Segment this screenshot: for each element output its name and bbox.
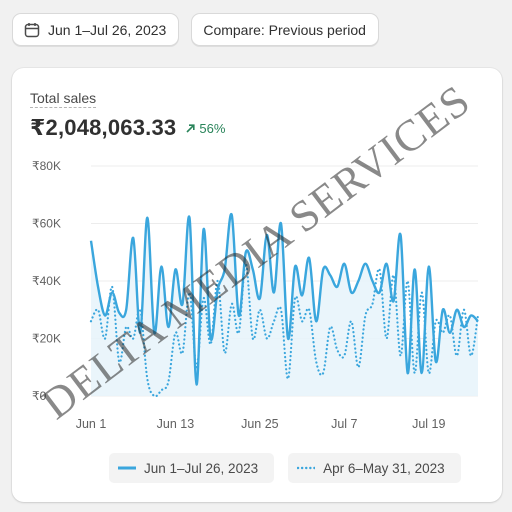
metric-value: ₹2,048,063.33 bbox=[30, 115, 177, 140]
x-tick-label: Jun 25 bbox=[241, 417, 279, 431]
solid-line-swatch bbox=[118, 466, 136, 470]
metric-title[interactable]: Total sales bbox=[30, 90, 97, 108]
sales-line-chart: ₹0 ₹20K ₹40K ₹60K ₹80K Jun 1 Jun 13 Jun 25 Jul 7… bbox=[32, 159, 480, 431]
legend-label-current: Jun 1–Jul 26, 2023 bbox=[144, 460, 259, 476]
previous-series-line bbox=[89, 262, 480, 398]
dotted-line-swatch bbox=[297, 466, 316, 470]
compare-label: Compare: Previous period bbox=[203, 21, 366, 38]
current-series-line bbox=[89, 213, 479, 386]
metric-change-badge: 56% bbox=[186, 121, 225, 136]
legend-item-current[interactable]: Jun 1–Jul 26, 2023 bbox=[109, 453, 275, 483]
y-tick-label: ₹0 bbox=[32, 389, 47, 403]
date-range-label: Jun 1–Jul 26, 2023 bbox=[48, 21, 167, 38]
toolbar: Jun 1–Jul 26, 2023 Compare: Previous per… bbox=[12, 13, 379, 46]
metric-change-value: 56% bbox=[199, 120, 226, 136]
legend-label-previous: Apr 6–May 31, 2023 bbox=[323, 460, 445, 476]
y-tick-label: ₹40K bbox=[32, 274, 61, 288]
sales-card: Total sales ₹2,048,063.33 56% ₹0 ₹20K ₹40K… bbox=[12, 68, 502, 502]
chart-legend: Jun 1–Jul 26, 2023 Apr 6–May 31, 2023 bbox=[109, 453, 461, 483]
x-tick-label: Jun 13 bbox=[157, 417, 195, 431]
x-tick-label: Jul 7 bbox=[331, 417, 357, 431]
metric-row: ₹2,048,063.33 56% bbox=[30, 115, 225, 141]
x-tick-label: Jul 19 bbox=[412, 417, 445, 431]
date-range-button[interactable]: Jun 1–Jul 26, 2023 bbox=[12, 13, 180, 46]
y-tick-label: ₹60K bbox=[32, 217, 61, 231]
calendar-icon bbox=[24, 22, 40, 38]
arrow-up-right-icon bbox=[186, 123, 195, 133]
x-tick-label: Jun 1 bbox=[76, 417, 107, 431]
y-tick-label: ₹80K bbox=[32, 159, 61, 173]
legend-item-previous[interactable]: Apr 6–May 31, 2023 bbox=[288, 453, 461, 483]
y-tick-label: ₹20K bbox=[32, 332, 61, 346]
compare-button[interactable]: Compare: Previous period bbox=[191, 13, 379, 46]
